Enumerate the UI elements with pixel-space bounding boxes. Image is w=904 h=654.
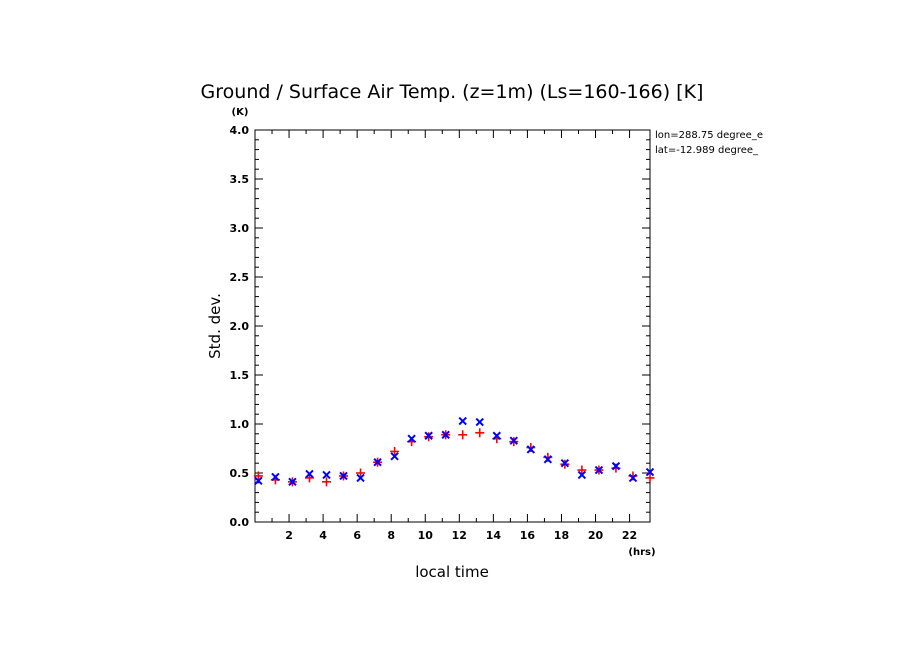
ground-point <box>577 465 587 475</box>
annotation-lat: lat=-12.989 degree_ <box>655 145 759 156</box>
surface-air-point <box>271 472 280 482</box>
ground-point <box>645 473 655 483</box>
x-tick-label: 4 <box>319 529 327 542</box>
x-tick-label: 18 <box>554 529 569 542</box>
y-tick-label: 0.5 <box>230 467 250 480</box>
y-tick-label: 1.0 <box>230 418 250 431</box>
surface-air-point <box>611 461 621 471</box>
ground-point <box>253 471 263 481</box>
ground-point <box>322 477 332 487</box>
y-tick-label: 4.0 <box>230 124 250 137</box>
y-tick-label: 1.5 <box>230 369 250 382</box>
ground-point <box>475 428 485 438</box>
x-tick-label: 2 <box>285 529 293 542</box>
surface-air-point <box>543 455 553 464</box>
surface-air-point <box>458 416 467 426</box>
y-axis-ticks: 0.0 0.5 1.0 1.5 2.0 2.5 3.0 3.5 4.0 <box>230 124 650 529</box>
y-tick-label: 3.0 <box>230 222 250 235</box>
x-axis-title: local time <box>415 563 489 581</box>
y-tick-label: 3.5 <box>230 173 250 186</box>
y-axis-unit: (K) <box>232 107 249 118</box>
surface-air-point <box>594 465 604 475</box>
surface-air-point <box>492 431 501 440</box>
x-tick-label: 22 <box>622 529 637 542</box>
x-tick-label: 6 <box>353 529 361 542</box>
surface-air-point <box>407 434 416 443</box>
x-tick-label: 14 <box>486 529 502 542</box>
x-tick-label: 8 <box>387 529 395 542</box>
surface-air-point <box>339 471 348 481</box>
surface-air-point <box>373 458 382 467</box>
surface-air-point <box>441 430 450 439</box>
y-axis-title: Std. dev. <box>206 293 224 359</box>
y-tick-label: 0.0 <box>230 516 250 529</box>
y-tick-label: 2.5 <box>230 271 250 284</box>
x-tick-label: 12 <box>452 529 467 542</box>
surface-air-point <box>424 431 433 440</box>
chart-title: Ground / Surface Air Temp. (z=1m) (Ls=16… <box>201 81 704 103</box>
annotation-lon: lon=288.75 degree_e <box>655 130 763 141</box>
ground-point <box>390 446 400 456</box>
x-tick-label: 10 <box>418 529 434 542</box>
surface-air-point <box>322 470 331 480</box>
data-points <box>253 416 655 487</box>
y-tick-label: 2.0 <box>230 320 250 333</box>
surface-air-point <box>526 445 536 454</box>
surface-air-point <box>560 458 570 468</box>
surface-air-point <box>475 417 484 427</box>
x-axis-ticks: 2 4 6 8 10 12 14 16 18 20 22 <box>271 130 637 542</box>
x-tick-label: 16 <box>520 529 536 542</box>
x-axis-unit: (hrs) <box>628 547 655 558</box>
x-tick-label: 20 <box>588 529 604 542</box>
surface-air-point <box>288 477 297 487</box>
surface-air-point <box>390 452 399 461</box>
plot-frame <box>254 129 651 523</box>
surface-air-point <box>509 436 519 445</box>
ground-point <box>458 430 468 440</box>
surface-air-point <box>254 476 263 486</box>
surface-air-point <box>356 473 365 483</box>
surface-air-point <box>577 470 587 480</box>
ground-point <box>356 468 366 478</box>
surface-air-point <box>628 473 638 483</box>
surface-air-point <box>305 469 314 479</box>
surface-air-point <box>645 467 655 477</box>
